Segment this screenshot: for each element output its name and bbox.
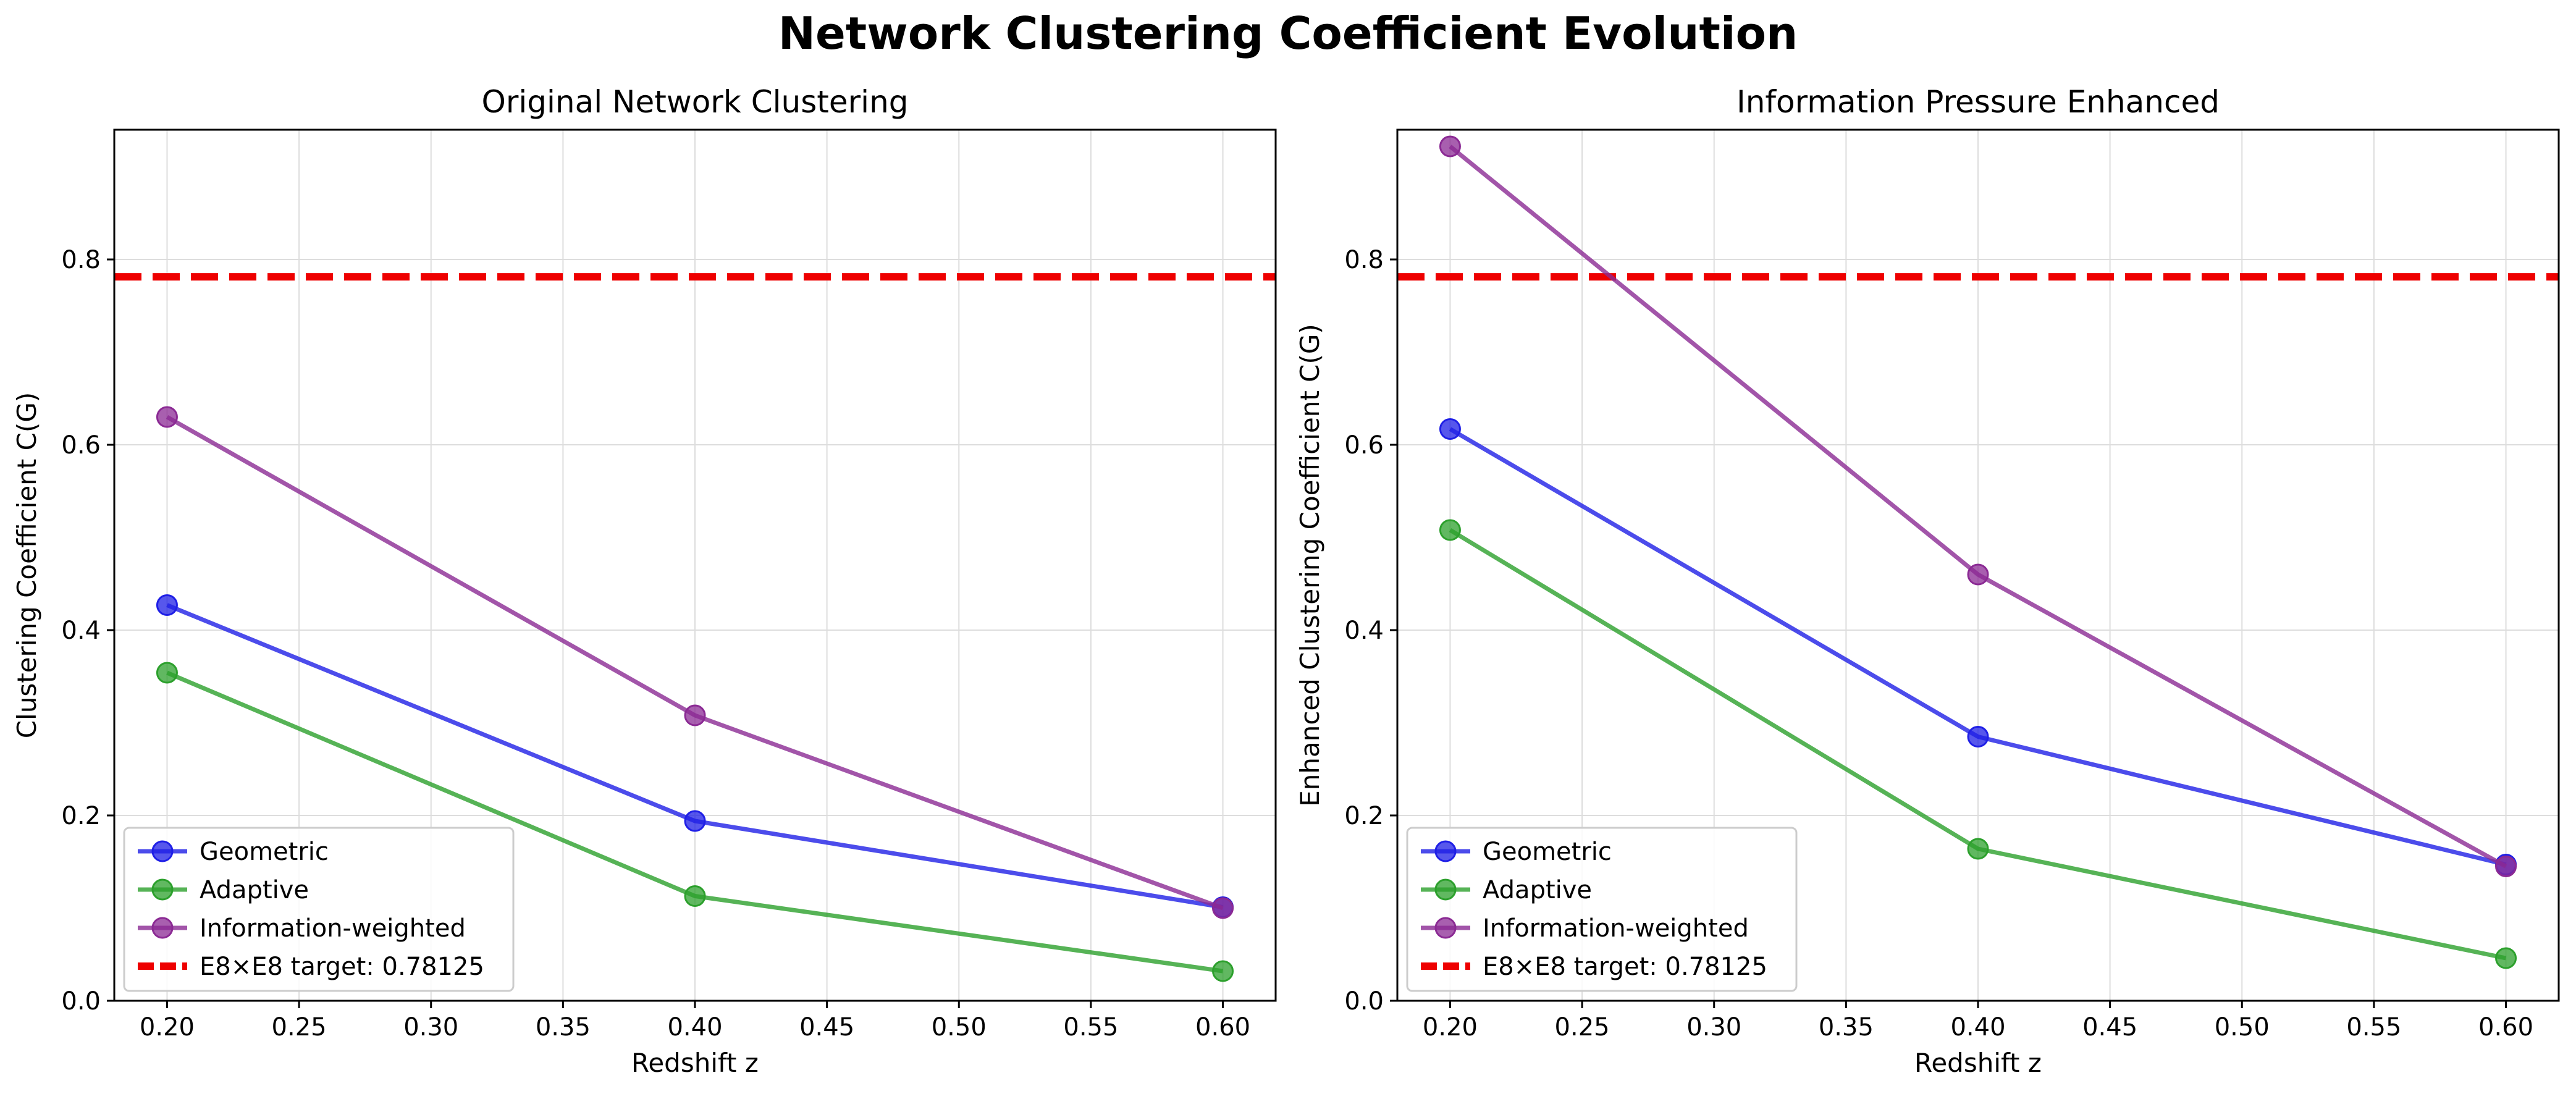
x-tick-label: 0.60 (1195, 1013, 1250, 1042)
data-point-geometric (1967, 726, 1989, 747)
y-tick-label: 0.4 (61, 617, 101, 645)
legend-label-adaptive: Adaptive (1483, 876, 1592, 904)
x-axis-label: Redshift z (1914, 1048, 2042, 1078)
x-tick-label: 0.55 (2346, 1013, 2401, 1042)
x-tick-label: 0.40 (667, 1013, 722, 1042)
legend-label-information-weighted: Information-weighted (200, 914, 466, 943)
x-tick-label: 0.20 (1423, 1013, 1478, 1042)
chart-panel-enhanced: 0.20 0.25 0.30 0.35 0.40 0.45 0.50 0.55 0.60 0.0 0… (1295, 84, 2560, 1078)
y-tick-label: 0.0 (1344, 987, 1384, 1016)
x-axis-label: Redshift z (631, 1048, 759, 1078)
panel-title: Original Network Clustering (482, 84, 909, 120)
data-point-information-weighted (1439, 135, 1461, 158)
x-tick-label: 0.45 (799, 1013, 854, 1042)
x-tick-label: 0.25 (1555, 1013, 1610, 1042)
y-tick-label: 0.2 (61, 802, 101, 830)
x-tick-label: 0.55 (1063, 1013, 1118, 1042)
x-tick-label: 0.45 (2082, 1013, 2137, 1042)
y-axis-label: Enhanced Clustering Coefficient C(G) (1295, 324, 1325, 807)
x-tick-label: 0.40 (1950, 1013, 2005, 1042)
legend-label-adaptive: Adaptive (200, 876, 309, 904)
x-tick-label: 0.60 (2478, 1013, 2533, 1042)
y-tick-label: 0.6 (61, 431, 101, 460)
data-point-adaptive (1967, 838, 1989, 860)
legend-swatch-marker (1434, 840, 1457, 862)
data-point-information-weighted (2495, 856, 2517, 877)
panel-title: Information Pressure Enhanced (1736, 84, 2220, 120)
y-tick-label: 0.0 (61, 987, 101, 1016)
data-point-information-weighted (156, 406, 178, 428)
x-tick-label: 0.30 (1686, 1013, 1741, 1042)
data-point-adaptive (2495, 947, 2517, 969)
legend-label-geometric: Geometric (1483, 838, 1612, 866)
legend-label-e8-e8-target-0-78125: E8×E8 target: 0.78125 (200, 953, 484, 981)
data-point-geometric (1439, 418, 1461, 440)
y-tick-label: 0.6 (1344, 431, 1384, 460)
y-axis-label: Clustering Coefficient C(G) (12, 392, 42, 739)
data-point-geometric (156, 594, 178, 616)
legend: Geometric Adaptive Information-weighted E8×… (1406, 827, 1798, 992)
y-tick-label: 0.2 (1344, 802, 1384, 830)
legend-label-geometric: Geometric (200, 838, 329, 866)
x-tick-label: 0.35 (536, 1013, 591, 1042)
x-tick-label: 0.20 (140, 1013, 195, 1042)
legend-swatch-marker (151, 840, 174, 862)
data-point-geometric (684, 810, 706, 832)
legend-label-information-weighted: Information-weighted (1483, 914, 1749, 943)
data-point-adaptive (1212, 960, 1234, 982)
legend-swatch-marker (1434, 878, 1457, 901)
figure-title: Network Clustering Coefficient Evolution (778, 7, 1798, 59)
legend-box (1406, 827, 1798, 992)
data-point-adaptive (684, 885, 706, 907)
data-point-information-weighted (1967, 563, 1989, 586)
legend-swatch-marker (1434, 917, 1457, 939)
data-point-adaptive (1439, 519, 1461, 541)
x-tick-label: 0.30 (403, 1013, 458, 1042)
x-tick-label: 0.35 (1819, 1013, 1874, 1042)
data-point-information-weighted (1212, 897, 1234, 919)
legend: Geometric Adaptive Information-weighted E8×… (123, 827, 515, 992)
y-tick-label: 0.8 (61, 246, 101, 274)
chart-panel-original: 0.20 0.25 0.30 0.35 0.40 0.45 0.50 0.55 0.60 0.0 0… (12, 84, 1277, 1078)
legend-box (123, 827, 515, 992)
legend-swatch-marker (151, 878, 174, 901)
x-tick-label: 0.50 (932, 1013, 987, 1042)
legend-label-e8-e8-target-0-78125: E8×E8 target: 0.78125 (1483, 953, 1767, 981)
legend-swatch-marker (151, 917, 174, 939)
data-point-information-weighted (684, 704, 706, 726)
x-tick-label: 0.50 (2215, 1013, 2270, 1042)
y-tick-label: 0.8 (1344, 246, 1384, 274)
x-tick-label: 0.25 (272, 1013, 327, 1042)
y-tick-label: 0.4 (1344, 617, 1384, 645)
data-point-adaptive (156, 662, 178, 684)
